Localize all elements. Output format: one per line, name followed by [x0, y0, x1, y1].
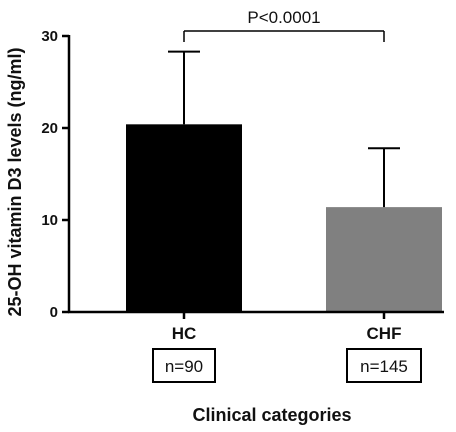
- y-tick-label: 0: [50, 304, 58, 321]
- x-tick-label: HC: [172, 324, 197, 343]
- y-axis-title: 25-OH vitamin D3 levels (ng/ml): [5, 47, 25, 316]
- x-tick-label: CHF: [367, 324, 402, 343]
- significance-label: P<0.0001: [247, 8, 320, 27]
- y-tick-label: 30: [41, 28, 58, 45]
- sample-size-label: n=90: [165, 357, 203, 376]
- y-tick-label: 20: [41, 120, 58, 137]
- sample-size-box: [346, 348, 422, 383]
- bar-hc: [126, 124, 242, 312]
- sample-size-label: n=145: [360, 357, 408, 376]
- x-axis-title: Clinical categories: [192, 405, 351, 425]
- plot-area: 0 10 20 30 HC CHF n=90 n=145: [41, 28, 444, 383]
- y-tick-label: 10: [41, 212, 58, 229]
- sample-size-box: [152, 348, 216, 383]
- bar-chf: [326, 207, 442, 312]
